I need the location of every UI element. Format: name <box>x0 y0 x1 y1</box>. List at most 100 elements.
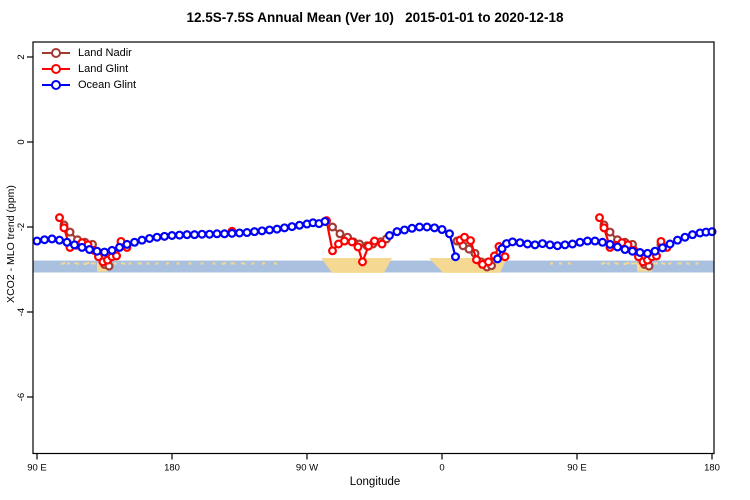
data-point-ocean-glint <box>530 240 540 250</box>
data-point-ocean-glint <box>515 238 525 248</box>
data-point-ocean-glint <box>430 223 440 233</box>
x-tick-label: 90 E <box>27 463 47 474</box>
data-point-ocean-glint <box>54 235 64 245</box>
chart-title: 12.5S-7.5S Annual Mean (Ver 10) 2015-01-… <box>186 10 564 25</box>
ocean-glint-marker-icon <box>42 80 70 90</box>
island-dash <box>146 262 150 265</box>
data-point-ocean-glint <box>212 229 222 239</box>
data-point-ocean-glint <box>665 239 675 249</box>
data-point-ocean-glint <box>597 237 607 247</box>
island-dash <box>631 262 637 265</box>
island-dash <box>251 262 255 265</box>
data-point-land-glint <box>472 255 482 265</box>
data-point-land-glint <box>353 242 363 252</box>
data-point-ocean-glint <box>47 234 57 244</box>
data-point-ocean-glint <box>145 233 155 243</box>
data-point-ocean-glint <box>590 236 600 246</box>
data-point-ocean-glint <box>445 229 455 239</box>
data-point-ocean-glint <box>32 236 42 246</box>
data-point-ocean-glint <box>62 237 72 247</box>
data-point-ocean-glint <box>235 228 245 238</box>
legend-item-land-glint: Land Glint <box>42 61 136 77</box>
data-point-ocean-glint <box>385 231 395 241</box>
island-dash <box>614 261 620 266</box>
data-point-ocean-glint <box>650 246 660 256</box>
legend-label: Ocean Glint <box>78 79 137 91</box>
data-point-ocean-glint <box>522 239 532 249</box>
data-point-ocean-glint <box>620 245 630 255</box>
island-dash <box>91 262 96 265</box>
data-point-ocean-glint <box>392 227 402 237</box>
island-dash <box>695 262 699 265</box>
data-point-land-nadir <box>605 227 615 237</box>
x-tick-label: 0 <box>439 463 444 474</box>
data-point-land-glint <box>111 251 121 261</box>
data-point-ocean-glint <box>508 237 518 247</box>
data-point-ocean-glint <box>407 223 417 233</box>
y-tick-label: 2 <box>16 54 27 59</box>
data-point-ocean-glint <box>167 231 177 241</box>
data-point-ocean-glint <box>605 239 615 249</box>
x-tick-label: 180 <box>704 463 720 474</box>
data-point-ocean-glint <box>680 232 690 242</box>
data-point-ocean-glint <box>92 246 102 256</box>
island-dash <box>660 261 666 266</box>
data-point-ocean-glint <box>451 252 461 262</box>
island-dash <box>67 262 70 265</box>
data-point-ocean-glint <box>190 230 200 240</box>
y-axis-label: XCO2 - MLO trend (ppm) <box>5 185 17 303</box>
island-dash <box>230 262 235 265</box>
data-point-land-glint <box>466 236 476 246</box>
data-point-ocean-glint <box>400 225 410 235</box>
x-tick-label: 90 W <box>296 463 318 474</box>
land-glint-marker-icon <box>42 64 70 74</box>
circle-marker-icon <box>51 80 61 90</box>
plot-box <box>32 41 715 455</box>
data-point-ocean-glint <box>77 242 87 252</box>
data-point-ocean-glint <box>582 236 592 246</box>
data-point-ocean-glint <box>220 229 230 239</box>
legend-item-land-nadir: Land Nadir <box>42 45 136 61</box>
data-point-land-nadir <box>328 222 338 232</box>
data-point-ocean-glint <box>272 224 282 234</box>
legend-label: Land Glint <box>78 63 129 75</box>
island-dash <box>567 262 572 265</box>
data-point-ocean-glint <box>537 239 547 249</box>
data-point-ocean-glint <box>182 230 192 240</box>
data-point-land-glint <box>340 236 350 246</box>
data-point-ocean-glint <box>575 237 585 247</box>
data-point-ocean-glint <box>295 220 305 230</box>
island-dash <box>262 262 265 265</box>
island-dash <box>240 261 246 266</box>
data-point-land-glint <box>377 239 387 249</box>
y-tick-label: -2 <box>16 223 27 231</box>
data-point-land-glint <box>59 223 69 233</box>
data-point-ocean-glint <box>687 230 697 240</box>
island-dash <box>137 262 142 265</box>
data-point-land-glint <box>599 223 609 233</box>
data-point-ocean-glint <box>122 239 132 249</box>
x-tick-label: 90 E <box>567 463 587 474</box>
data-point-land-glint <box>54 213 64 223</box>
data-point-ocean-glint <box>437 225 447 235</box>
data-point-land-glint <box>347 237 357 247</box>
data-point-ocean-glint <box>672 235 682 245</box>
island-dash <box>188 262 192 265</box>
data-point-ocean-glint <box>175 230 185 240</box>
data-point-land-glint <box>328 246 338 256</box>
island-dash <box>686 262 690 265</box>
data-point-ocean-glint <box>242 228 252 238</box>
data-point-land-nadir <box>65 227 75 237</box>
island-dash <box>155 262 159 265</box>
data-point-ocean-glint <box>137 235 147 245</box>
data-point-ocean-glint <box>545 240 555 250</box>
data-point-ocean-glint <box>160 231 170 241</box>
data-point-ocean-glint <box>205 229 215 239</box>
data-point-ocean-glint <box>415 222 425 232</box>
data-point-ocean-glint <box>642 248 652 258</box>
data-point-ocean-glint <box>635 248 645 258</box>
x-axis-label: Longitude <box>349 476 401 488</box>
circle-marker-icon <box>51 64 61 74</box>
legend-item-ocean-glint: Ocean Glint <box>42 77 136 93</box>
